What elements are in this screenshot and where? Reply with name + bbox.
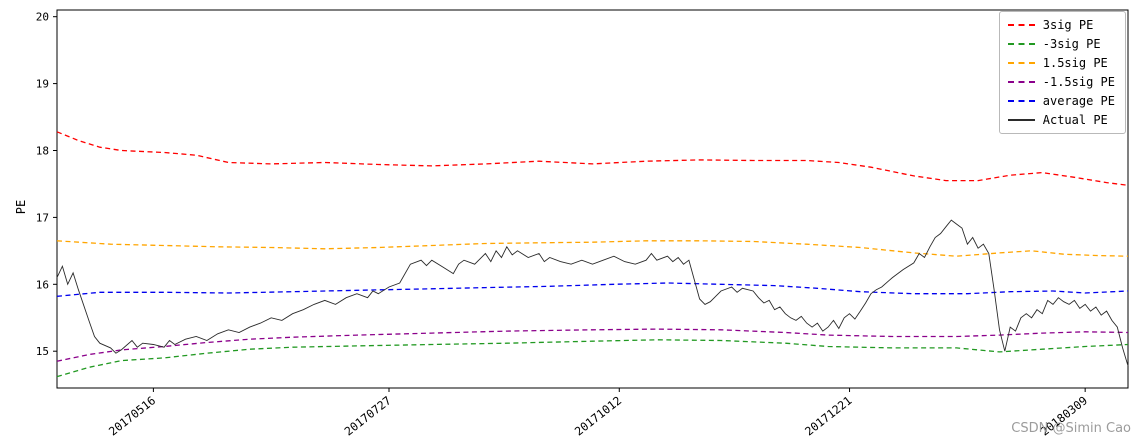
y-axis-label: PE	[14, 199, 29, 215]
series-line-1.5sig-pe	[56, 240, 1129, 257]
legend-line-1-5sig-icon	[1007, 62, 1035, 64]
legend-entry-actual-pe: Actual PE	[1007, 113, 1115, 127]
x-tick-label: 20170727	[342, 393, 394, 438]
legend-label: 3sig PE	[1042, 18, 1094, 32]
legend-label: 1.5sig PE	[1042, 56, 1108, 70]
legend-line-actual-icon	[1007, 119, 1035, 121]
legend-entry-neg3sig-pe: -3sig PE	[1007, 37, 1115, 51]
legend-line-average-icon	[1007, 100, 1035, 102]
legend-entry-neg1-5sig-pe: -1.5sig PE	[1007, 75, 1115, 89]
legend-entry-3sig-pe: 3sig PE	[1007, 18, 1115, 32]
y-tick-label: 17	[36, 211, 49, 224]
x-tick-label: 20171012	[572, 393, 624, 438]
y-tick-label: 15	[36, 345, 49, 358]
x-tick-label: 20170516	[106, 393, 158, 438]
legend-line-neg3sig-icon	[1007, 43, 1035, 45]
y-tick-label: 16	[36, 278, 49, 291]
legend-label: -1.5sig PE	[1042, 75, 1115, 89]
legend-line-3sig-icon	[1007, 24, 1035, 26]
series-line-actual-pe	[56, 219, 1129, 367]
series-line--3sig-pe	[56, 339, 1129, 378]
y-tick-label: 19	[36, 78, 49, 91]
axes-box	[56, 9, 1129, 389]
series-line--1.5sig-pe	[56, 328, 1129, 362]
legend: 3sig PE -3sig PE 1.5sig PE -1.5sig PE av…	[998, 11, 1126, 134]
x-tick-label: 20171221	[802, 393, 854, 438]
y-tick-label: 18	[36, 144, 49, 157]
legend-line-neg1-5sig-icon	[1007, 81, 1035, 83]
legend-label: -3sig PE	[1042, 37, 1101, 51]
legend-entry-1-5sig-pe: 1.5sig PE	[1007, 56, 1115, 70]
y-tick-label: 20	[36, 11, 49, 24]
watermark: CSDN @Simin Cao	[1011, 421, 1131, 436]
legend-label: Actual PE	[1042, 113, 1108, 127]
series-line-average-pe	[56, 282, 1129, 297]
legend-entry-average-pe: average PE	[1007, 94, 1115, 108]
legend-label: average PE	[1042, 94, 1115, 108]
